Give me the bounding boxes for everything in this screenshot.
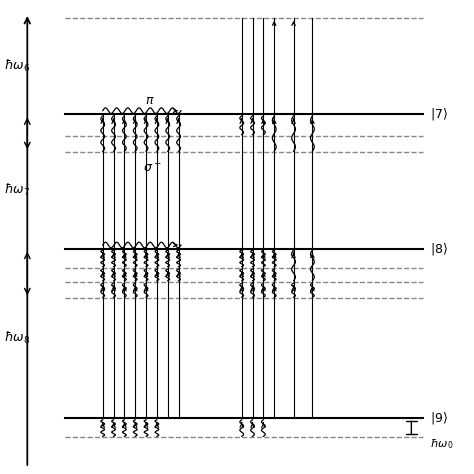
Text: $|8\rangle$: $|8\rangle$ [430, 241, 448, 257]
Text: $\hbar\omega_6$: $\hbar\omega_6$ [4, 58, 30, 74]
Text: $\hbar\omega_8$: $\hbar\omega_8$ [4, 330, 30, 346]
Text: $\hbar\omega_0$: $\hbar\omega_0$ [430, 438, 454, 451]
Text: $\sigma^-$: $\sigma^-$ [143, 162, 161, 175]
Text: $\pi$: $\pi$ [145, 94, 155, 108]
Text: $\hbar\omega_7$: $\hbar\omega_7$ [4, 182, 30, 198]
Text: $|7\rangle$: $|7\rangle$ [430, 107, 448, 122]
Text: $|9\rangle$: $|9\rangle$ [430, 410, 448, 427]
